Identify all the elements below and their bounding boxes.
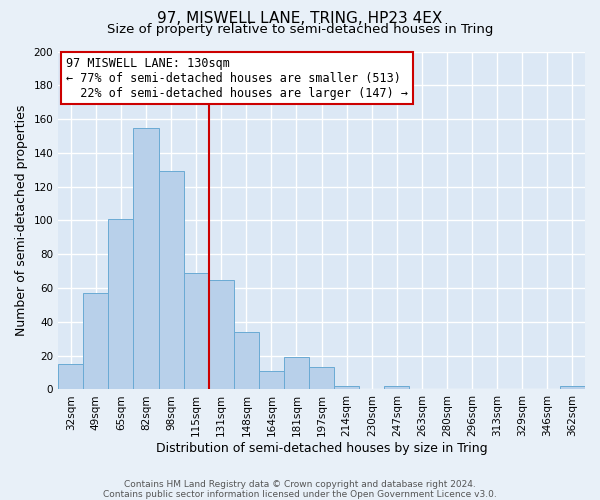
- Bar: [83, 293, 109, 390]
- Bar: [309, 368, 334, 390]
- Bar: [385, 386, 409, 390]
- Bar: [184, 273, 209, 390]
- Bar: [234, 332, 259, 390]
- Bar: [209, 280, 234, 390]
- Bar: [133, 128, 158, 390]
- Text: 97, MISWELL LANE, TRING, HP23 4EX: 97, MISWELL LANE, TRING, HP23 4EX: [157, 11, 443, 26]
- Bar: [109, 219, 133, 390]
- Bar: [334, 386, 359, 390]
- Bar: [158, 172, 184, 390]
- X-axis label: Distribution of semi-detached houses by size in Tring: Distribution of semi-detached houses by …: [156, 442, 487, 455]
- Bar: [259, 371, 284, 390]
- Text: Contains HM Land Registry data © Crown copyright and database right 2024.
Contai: Contains HM Land Registry data © Crown c…: [103, 480, 497, 499]
- Bar: [284, 358, 309, 390]
- Y-axis label: Number of semi-detached properties: Number of semi-detached properties: [15, 105, 28, 336]
- Bar: [58, 364, 83, 390]
- Text: 97 MISWELL LANE: 130sqm
← 77% of semi-detached houses are smaller (513)
  22% of: 97 MISWELL LANE: 130sqm ← 77% of semi-de…: [66, 56, 408, 100]
- Bar: [560, 386, 585, 390]
- Text: Size of property relative to semi-detached houses in Tring: Size of property relative to semi-detach…: [107, 22, 493, 36]
